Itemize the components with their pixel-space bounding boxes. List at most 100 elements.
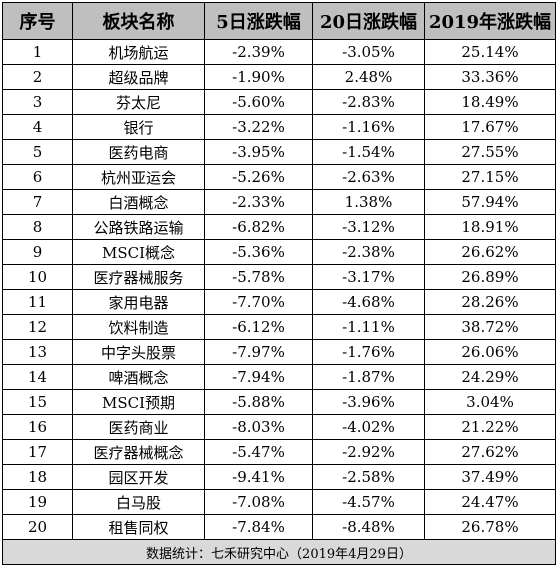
change-5day-cell: -3.95% [204, 139, 313, 165]
sector-name-cell: 白马股 [72, 489, 205, 515]
change-20day-cell: -4.68% [312, 289, 425, 315]
table-row: 16 医药商业 -8.03% -4.02% 21.22% [2, 414, 556, 440]
change-2019-cell: 28.26% [424, 289, 556, 315]
table-row: 9 MSCI概念 -5.36% -2.38% 26.62% [2, 239, 556, 265]
change-2019-cell: 17.67% [424, 114, 556, 140]
sector-name-cell: 啤酒概念 [72, 364, 205, 390]
row-index-cell: 20 [2, 514, 73, 540]
change-20day-cell: -3.12% [312, 214, 425, 240]
table-row: 2 超级品牌 -1.90% 2.48% 33.36% [2, 64, 556, 90]
change-2019-cell: 33.36% [424, 64, 556, 90]
row-index-cell: 1 [2, 39, 73, 65]
table-row: 17 医疗器械概念 -5.47% -2.92% 27.62% [2, 439, 556, 465]
change-5day-cell: -7.84% [204, 514, 313, 540]
sector-name-cell: 医疗器械服务 [72, 264, 205, 290]
change-20day-cell: -3.05% [312, 39, 425, 65]
table-row: 4 银行 -3.22% -1.16% 17.67% [2, 114, 556, 140]
change-2019-cell: 26.62% [424, 239, 556, 265]
sector-name-cell: 白酒概念 [72, 189, 205, 215]
row-index-cell: 3 [2, 89, 73, 115]
table-row: 18 园区开发 -9.41% -2.58% 37.49% [2, 464, 556, 490]
table-row: 13 中字头股票 -7.97% -1.76% 26.06% [2, 339, 556, 365]
row-index-cell: 11 [2, 289, 73, 315]
sector-name-cell: 家用电器 [72, 289, 205, 315]
change-5day-cell: -5.47% [204, 439, 313, 465]
table-row: 7 白酒概念 -2.33% 1.38% 57.94% [2, 189, 556, 215]
change-20day-cell: -1.16% [312, 114, 425, 140]
table-row: 12 饮料制造 -6.12% -1.11% 38.72% [2, 314, 556, 340]
row-index-cell: 16 [2, 414, 73, 440]
header-2019-change: 2019年涨跌幅 [424, 2, 556, 40]
header-row: 序号 板块名称 5日涨跌幅 20日涨跌幅 2019年涨跌幅 [2, 2, 556, 40]
change-2019-cell: 3.04% [424, 389, 556, 415]
sector-name-cell: 医疗器械概念 [72, 439, 205, 465]
row-index-cell: 18 [2, 464, 73, 490]
change-2019-cell: 24.29% [424, 364, 556, 390]
row-index-cell: 8 [2, 214, 73, 240]
change-20day-cell: -3.96% [312, 389, 425, 415]
table-body: 1 机场航运 -2.39% -3.05% 25.14% 2 超级品牌 -1.90% 2.48% 3… [2, 39, 556, 540]
row-index-cell: 6 [2, 164, 73, 190]
sector-name-cell: 中字头股票 [72, 339, 205, 365]
header-20day-change: 20日涨跌幅 [312, 2, 425, 40]
change-5day-cell: -7.94% [204, 364, 313, 390]
change-20day-cell: -4.57% [312, 489, 425, 515]
sector-name-cell: 机场航运 [72, 39, 205, 65]
change-5day-cell: -7.70% [204, 289, 313, 315]
change-2019-cell: 25.14% [424, 39, 556, 65]
sector-name-cell: MSCI预期 [72, 389, 205, 415]
change-20day-cell: 2.48% [312, 64, 425, 90]
change-2019-cell: 37.49% [424, 464, 556, 490]
change-2019-cell: 27.62% [424, 439, 556, 465]
table-row: 10 医疗器械服务 -5.78% -3.17% 26.89% [2, 264, 556, 290]
change-20day-cell: -2.63% [312, 164, 425, 190]
table-row: 14 啤酒概念 -7.94% -1.87% 24.29% [2, 364, 556, 390]
data-source-note: 数据统计：七禾研究中心（2019年4月29日） [2, 539, 556, 565]
table-footer: 数据统计：七禾研究中心（2019年4月29日） [2, 539, 556, 565]
row-index-cell: 2 [2, 64, 73, 90]
table-row: 1 机场航运 -2.39% -3.05% 25.14% [2, 39, 556, 65]
sector-name-cell: 超级品牌 [72, 64, 205, 90]
table-row: 5 医药电商 -3.95% -1.54% 27.55% [2, 139, 556, 165]
sector-name-cell: 医药商业 [72, 414, 205, 440]
row-index-cell: 12 [2, 314, 73, 340]
sector-name-cell: 租售同权 [72, 514, 205, 540]
header-index: 序号 [2, 2, 73, 40]
change-5day-cell: -5.36% [204, 239, 313, 265]
sector-name-cell: MSCI概念 [72, 239, 205, 265]
header-sector-name: 板块名称 [72, 2, 205, 40]
table-row: 19 白马股 -7.08% -4.57% 24.47% [2, 489, 556, 515]
change-2019-cell: 27.55% [424, 139, 556, 165]
table-row: 6 杭州亚运会 -5.26% -2.63% 27.15% [2, 164, 556, 190]
table-row: 3 芬太尼 -5.60% -2.83% 18.49% [2, 89, 556, 115]
sector-name-cell: 芬太尼 [72, 89, 205, 115]
change-20day-cell: -3.17% [312, 264, 425, 290]
sector-name-cell: 杭州亚运会 [72, 164, 205, 190]
change-5day-cell: -6.82% [204, 214, 313, 240]
change-20day-cell: -1.11% [312, 314, 425, 340]
table-row: 15 MSCI预期 -5.88% -3.96% 3.04% [2, 389, 556, 415]
sector-name-cell: 饮料制造 [72, 314, 205, 340]
header-5day-change: 5日涨跌幅 [204, 2, 313, 40]
table-row: 8 公路铁路运输 -6.82% -3.12% 18.91% [2, 214, 556, 240]
change-5day-cell: -5.88% [204, 389, 313, 415]
table-header: 序号 板块名称 5日涨跌幅 20日涨跌幅 2019年涨跌幅 [2, 2, 556, 40]
change-2019-cell: 21.22% [424, 414, 556, 440]
row-index-cell: 9 [2, 239, 73, 265]
table-row: 11 家用电器 -7.70% -4.68% 28.26% [2, 289, 556, 315]
change-5day-cell: -1.90% [204, 64, 313, 90]
change-2019-cell: 26.89% [424, 264, 556, 290]
sector-name-cell: 园区开发 [72, 464, 205, 490]
change-2019-cell: 57.94% [424, 189, 556, 215]
change-2019-cell: 18.49% [424, 89, 556, 115]
change-20day-cell: -2.83% [312, 89, 425, 115]
change-2019-cell: 18.91% [424, 214, 556, 240]
table-row: 20 租售同权 -7.84% -8.48% 26.78% [2, 514, 556, 540]
change-2019-cell: 27.15% [424, 164, 556, 190]
row-index-cell: 19 [2, 489, 73, 515]
row-index-cell: 14 [2, 364, 73, 390]
change-5day-cell: -2.39% [204, 39, 313, 65]
row-index-cell: 7 [2, 189, 73, 215]
